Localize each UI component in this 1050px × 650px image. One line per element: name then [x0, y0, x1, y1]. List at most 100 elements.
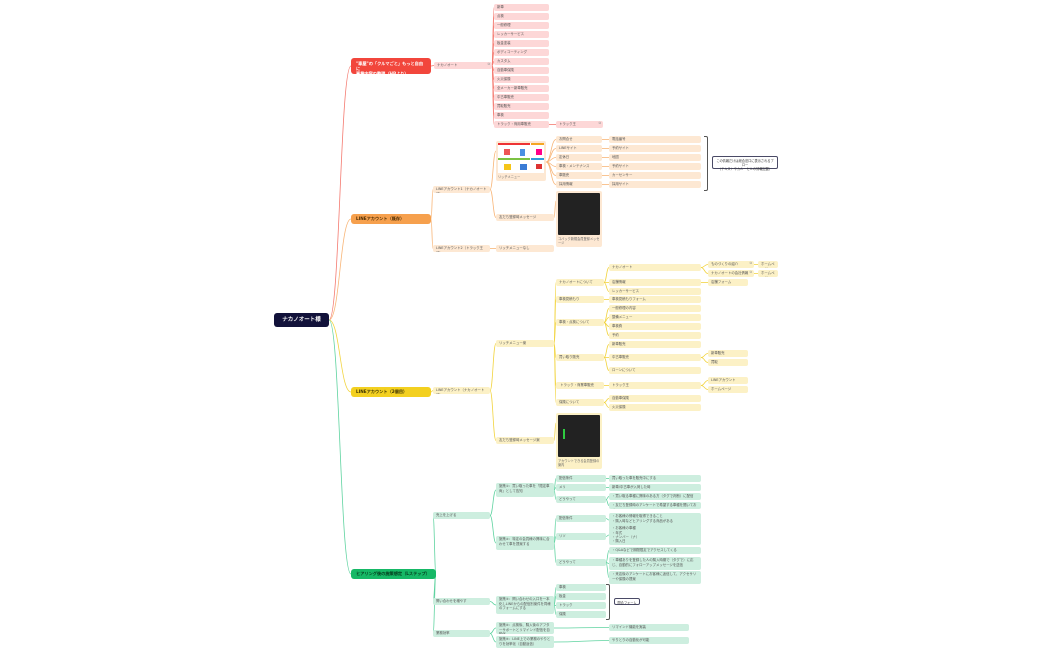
sub-item[interactable]: 整備メニュー — [609, 314, 701, 321]
node-greeting-image[interactable]: アカウントできる会員登録の案内 — [556, 413, 602, 470]
menu-item[interactable]: 車検・点検について — [556, 319, 604, 326]
store-form[interactable]: 店舗フォーム — [708, 279, 748, 286]
about-item[interactable]: ものづくりの紹介 ⧉ — [708, 261, 754, 268]
menu-link[interactable]: 電話番号 — [609, 136, 701, 143]
node-account[interactable]: LINEアカウント（ナカノオート様） — [433, 387, 490, 394]
branch-business[interactable]: "車屋"の「クルマごと」もっと自由に 事業内容の整理（HPより） — [351, 58, 431, 74]
sub-item[interactable]: 予約 — [609, 332, 701, 339]
business-item[interactable]: 板金塗装 — [494, 40, 549, 47]
menu-item[interactable]: 車販売 — [556, 172, 602, 179]
node-account-2[interactable]: LINEアカウント2（トラック王様） — [433, 245, 490, 252]
node-account-1[interactable]: LINEアカウント1（ナカノオート様） — [433, 186, 490, 193]
sub-item[interactable]: 車検費 — [609, 323, 701, 330]
menu-item[interactable]: LINEサイト — [556, 145, 602, 152]
business-item[interactable]: 新車 — [494, 4, 549, 11]
link-icon[interactable]: ⧉ — [749, 261, 752, 265]
business-item[interactable]: トラック・商用車販売 — [494, 121, 549, 128]
goal-efficiency[interactable]: 業務効率 — [433, 630, 490, 637]
measure-detail[interactable]: ・友だち登録時のアンケートで希望する車種を聞いておく — [609, 502, 701, 509]
branch-line-existing[interactable]: LINEアカウント（既存） — [351, 214, 431, 224]
sub-item[interactable]: 一般修理の内容 — [609, 305, 701, 312]
inquiry-form-note[interactable]: 問合フォーム — [614, 598, 640, 605]
sales-item[interactable]: 買取 — [708, 359, 748, 366]
node-richmenu-plan[interactable]: リッチメニュー案 — [496, 340, 554, 347]
business-item[interactable]: 中古車販売 — [494, 94, 549, 101]
link-icon[interactable]: ⧉ — [487, 62, 490, 66]
sub-item[interactable]: 店舗情報 — [609, 279, 701, 286]
measure-detail[interactable]: ・Q&Aなどで期間限定でアクセスしてくる — [609, 547, 701, 554]
measure-detail[interactable]: ・来店後のアンケートにお客様に返信して、アクセサリーや保険の提案 — [609, 571, 701, 584]
measure-5[interactable]: 施策⑤：LINE上での業務のやりとりを効率化（自動返信） — [496, 636, 554, 648]
menu-item[interactable]: 採用情報 — [556, 181, 602, 188]
sub-item[interactable]: ナカノオート — [609, 264, 701, 271]
menu-link[interactable]: 地図 — [609, 154, 701, 161]
menu-link[interactable]: カーセンサー — [609, 172, 701, 179]
measure-key[interactable]: 配信条件 — [556, 515, 606, 522]
node-truck[interactable]: トラック王 ⧉ — [556, 121, 603, 128]
inquiry-type[interactable]: トラック — [556, 602, 606, 609]
link-icon[interactable]: ⧉ — [598, 121, 601, 125]
goal-inquiries[interactable]: 問い合わせを増やす — [433, 598, 490, 605]
measure-key[interactable]: 配信条件 — [556, 475, 606, 482]
business-item[interactable]: ボディコーティング — [494, 49, 549, 56]
node-greeting[interactable]: 友だち登録時メッセージ — [496, 214, 554, 221]
sub-item[interactable]: 火災保険 — [609, 404, 701, 411]
branch-line-second[interactable]: LINEアカウント（2個目） — [351, 387, 431, 397]
node-company[interactable]: ナカノオート ⧉ — [434, 62, 492, 69]
menu-item[interactable]: 車検・メンテナンス — [556, 163, 602, 170]
measure-detail[interactable]: ・車種ありを登録した人の購入時期で（タグで）に応じ、自動的にフォローアップメッセ… — [609, 557, 701, 570]
menu-item[interactable]: 買い取り販売 — [556, 354, 604, 361]
menu-item[interactable]: ナカノオートについて — [556, 279, 604, 286]
menu-item[interactable]: 車検見積もり — [556, 296, 604, 303]
sub-item[interactable]: レッカーサービス — [609, 288, 701, 295]
homepage-link[interactable]: ホームページ — [758, 270, 778, 277]
truck-link[interactable]: LINEアカウント — [708, 377, 748, 384]
measure-detail[interactable]: ・お客様の車種 ・年式 ・ナンバー（ナ） ・購入日 — [609, 525, 701, 545]
sub-item[interactable]: 新車販売 — [609, 341, 701, 348]
node-greeting-plan[interactable]: 友だち登録時メッセージ案 — [496, 437, 554, 444]
measure-4[interactable]: 施策④：点検後、購入後のアフターサポートとリマインド配信を自動化 — [496, 622, 554, 634]
link-icon[interactable]: ⧉ — [749, 270, 752, 274]
business-item[interactable]: 点検 — [494, 13, 549, 20]
menu-item[interactable]: トラック・商業車販売 — [556, 382, 604, 389]
node-no-richmenu[interactable]: リッチメニューなし — [496, 245, 554, 252]
branch-measures[interactable]: ヒアリング後の施策想定（Lステップ） — [351, 569, 436, 579]
sub-item[interactable]: ローンについて — [609, 367, 701, 374]
measure-key[interactable]: メリ — [556, 484, 606, 491]
about-item[interactable]: ナカノオートの会社情報 ⧉ — [708, 270, 754, 277]
inquiry-type[interactable]: 車検 — [556, 584, 606, 591]
business-item[interactable]: 全メーカー新車販売 — [494, 85, 549, 92]
node-richmenu[interactable]: リッチメニュー — [496, 141, 546, 182]
measure-detail[interactable]: やりとりの自動化が可能 — [609, 637, 689, 644]
measure-detail[interactable]: ・買い取る車種に興味のある方（タグで判断）に配信 — [609, 493, 701, 500]
business-item[interactable]: レッカーサービス — [494, 31, 549, 38]
sub-item[interactable]: トラック王 — [609, 382, 701, 389]
menu-link[interactable]: 予約サイト — [609, 163, 701, 170]
goal-sales[interactable]: 売上を上げる — [433, 512, 490, 519]
menu-link[interactable]: 予約サイト — [609, 145, 701, 152]
business-item[interactable]: 自動車保険 — [494, 67, 549, 74]
menu-link[interactable]: 採用サイト — [609, 181, 701, 188]
measure-detail[interactable]: ・お客様の情報を取得できること ・購入時などヒアリングする商品がある — [609, 513, 701, 527]
node-greeting-image[interactable]: コバック新規会員登録メッセージ — [556, 191, 602, 248]
measure-3[interactable]: 施策③：問い合わせの入口を一本化しLINEからの配信別案件を同様のフォームにする — [496, 596, 554, 614]
sub-item[interactable]: 車検見積もりフォーム — [609, 296, 701, 303]
measure-detail[interactable]: 買い取った車を販売中にする — [609, 475, 701, 482]
menu-item[interactable]: 保険について — [556, 399, 604, 406]
measure-2[interactable]: 施策②：特定の会員様の興味に合わせて車を提案する — [496, 536, 554, 550]
menu-item[interactable]: お問合せ — [556, 136, 602, 143]
measure-1[interactable]: 施策①：買い取った車を「限定車両」として告知 — [496, 483, 554, 497]
sub-item[interactable]: 中古車販売 — [609, 354, 701, 361]
business-item[interactable]: 火災保険 — [494, 76, 549, 83]
homepage-link[interactable]: ホームページ — [758, 261, 778, 268]
summary-note[interactable]: この情報だけは総合窓口に表示されるブロー （テキストやカルーセルの情報記載） — [712, 156, 778, 171]
measure-detail[interactable]: 新車/中古車が入荷した時 — [609, 484, 701, 491]
inquiry-type[interactable]: 保険 — [556, 611, 606, 618]
business-item[interactable]: カスタム — [494, 58, 549, 65]
business-item[interactable]: 車検 — [494, 112, 549, 119]
measure-detail[interactable]: リマインド機能を実装 — [609, 624, 689, 631]
sub-item[interactable]: 自動車保険 — [609, 395, 701, 402]
truck-link[interactable]: ホームページ — [708, 386, 748, 393]
inquiry-type[interactable]: 板金 — [556, 593, 606, 600]
sales-item[interactable]: 新車販売 — [708, 350, 748, 357]
